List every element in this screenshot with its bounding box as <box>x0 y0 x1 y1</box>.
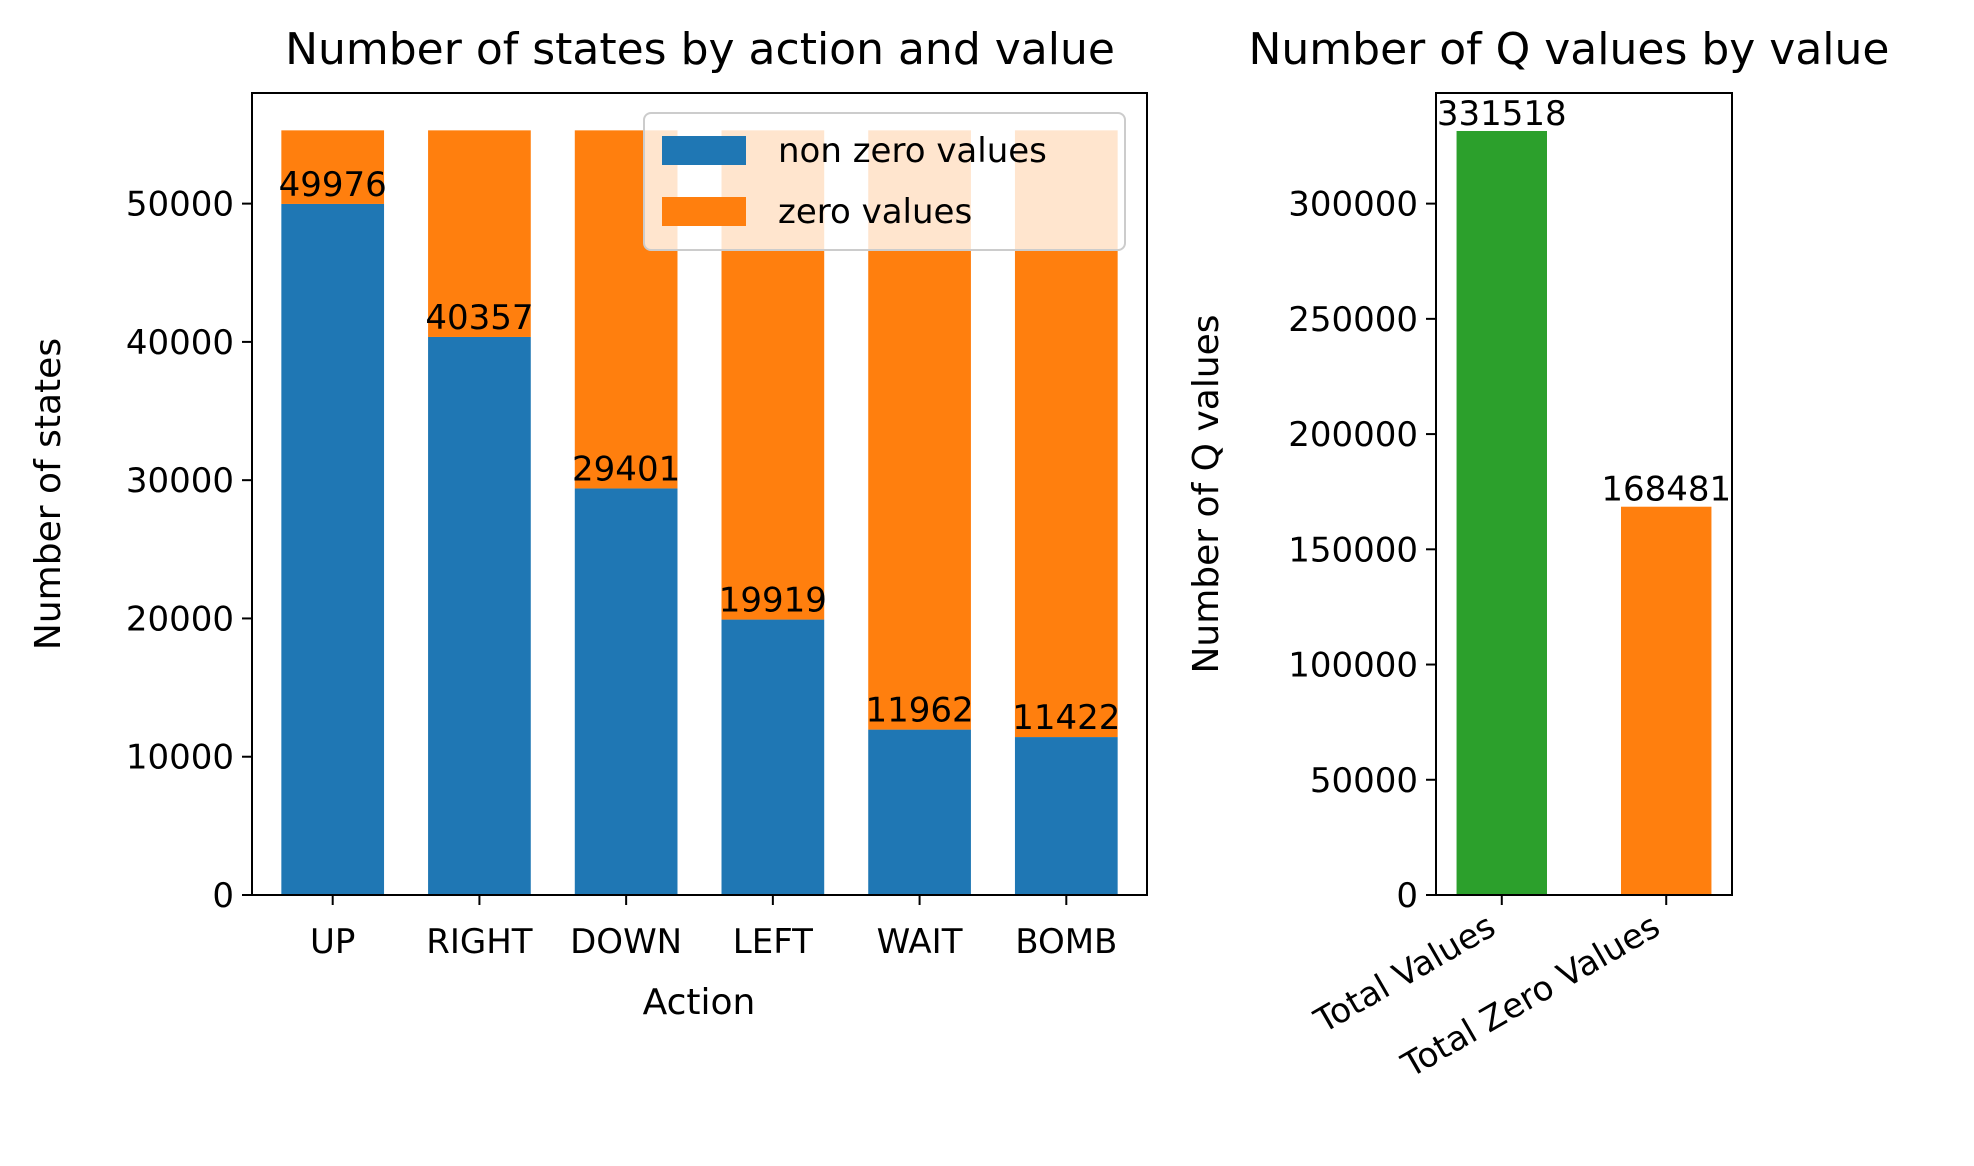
chart-q-values-by-value: Number of Q values by value 331518 168481… <box>1186 24 1890 1086</box>
data-label: 11962 <box>865 691 973 731</box>
bar-zero <box>281 130 385 204</box>
legend-label-zero: zero values <box>778 192 972 232</box>
data-label: 168481 <box>1601 470 1731 510</box>
y-tick-label: 50000 <box>1310 761 1418 801</box>
data-label: 331518 <box>1437 94 1567 134</box>
chart1-legend: non zero values zero values <box>643 112 1126 251</box>
chart2-data-labels: 331518 168481 <box>1437 94 1731 510</box>
y-tick-label: 0 <box>212 876 234 916</box>
data-label: 49976 <box>279 165 387 205</box>
y-tick-label: 20000 <box>126 599 234 639</box>
y-tick-label: 30000 <box>126 461 234 501</box>
chart2-y-ticks: 0 50000 100000 150000 200000 250000 300000 <box>1288 185 1436 916</box>
chart1-y-ticks: 0 10000 20000 30000 40000 50000 <box>126 185 252 916</box>
chart1-x-ticks: UP RIGHT DOWN LEFT WAIT BOMB <box>310 895 1117 962</box>
data-label: 19919 <box>719 581 827 621</box>
y-tick-label: 40000 <box>126 323 234 363</box>
y-tick-label: 300000 <box>1288 185 1418 225</box>
bar-non-zero <box>281 203 385 896</box>
legend-box <box>643 112 1126 251</box>
y-tick-label: 10000 <box>126 738 234 778</box>
x-tick-label: BOMB <box>1015 922 1117 962</box>
chart1-y-axis-label: Number of states <box>28 338 69 650</box>
bar-non-zero <box>1014 737 1118 895</box>
x-tick-label: UP <box>310 922 355 962</box>
data-label: 40357 <box>425 298 533 338</box>
legend-label-non-zero: non zero values <box>778 131 1047 171</box>
bar-non-zero <box>721 619 825 895</box>
y-tick-label: 0 <box>1396 876 1418 916</box>
x-tick-label: DOWN <box>570 922 682 962</box>
x-tick-label: RIGHT <box>426 922 533 962</box>
bar-non-zero <box>574 488 678 895</box>
bar-non-zero <box>428 336 531 896</box>
bar-total-zero-values <box>1621 506 1712 895</box>
chart1-plot-frame <box>251 92 1148 896</box>
x-tick-label: WAIT <box>877 922 963 962</box>
chart1-bars <box>281 130 1118 896</box>
chart-states-by-action: Number of states by action and value 499… <box>28 24 1148 1023</box>
legend-swatch-zero <box>662 197 746 226</box>
y-tick-label: 50000 <box>126 185 234 225</box>
chart2-plot-frame <box>1435 92 1733 896</box>
bar-zero <box>428 130 531 337</box>
chart1-x-axis-label: Action <box>643 982 756 1023</box>
y-tick-label: 150000 <box>1288 530 1418 570</box>
y-tick-label: 200000 <box>1288 415 1418 455</box>
bar-total-values <box>1456 130 1547 895</box>
chart2-y-axis-label: Number of Q values <box>1186 314 1227 673</box>
chart2-title: Number of Q values by value <box>1249 24 1890 75</box>
y-tick-label: 250000 <box>1288 300 1418 340</box>
legend-swatch-non-zero <box>662 136 746 165</box>
y-tick-label: 100000 <box>1288 646 1418 686</box>
x-tick-label: LEFT <box>733 922 813 962</box>
data-label: 11422 <box>1012 698 1120 738</box>
chart1-data-labels: 49976 40357 29401 19919 11962 11422 <box>279 165 1121 738</box>
data-label: 29401 <box>572 449 680 489</box>
chart1-title: Number of states by action and value <box>285 24 1115 75</box>
chart2-bars <box>1456 130 1712 895</box>
bar-non-zero <box>868 729 971 895</box>
